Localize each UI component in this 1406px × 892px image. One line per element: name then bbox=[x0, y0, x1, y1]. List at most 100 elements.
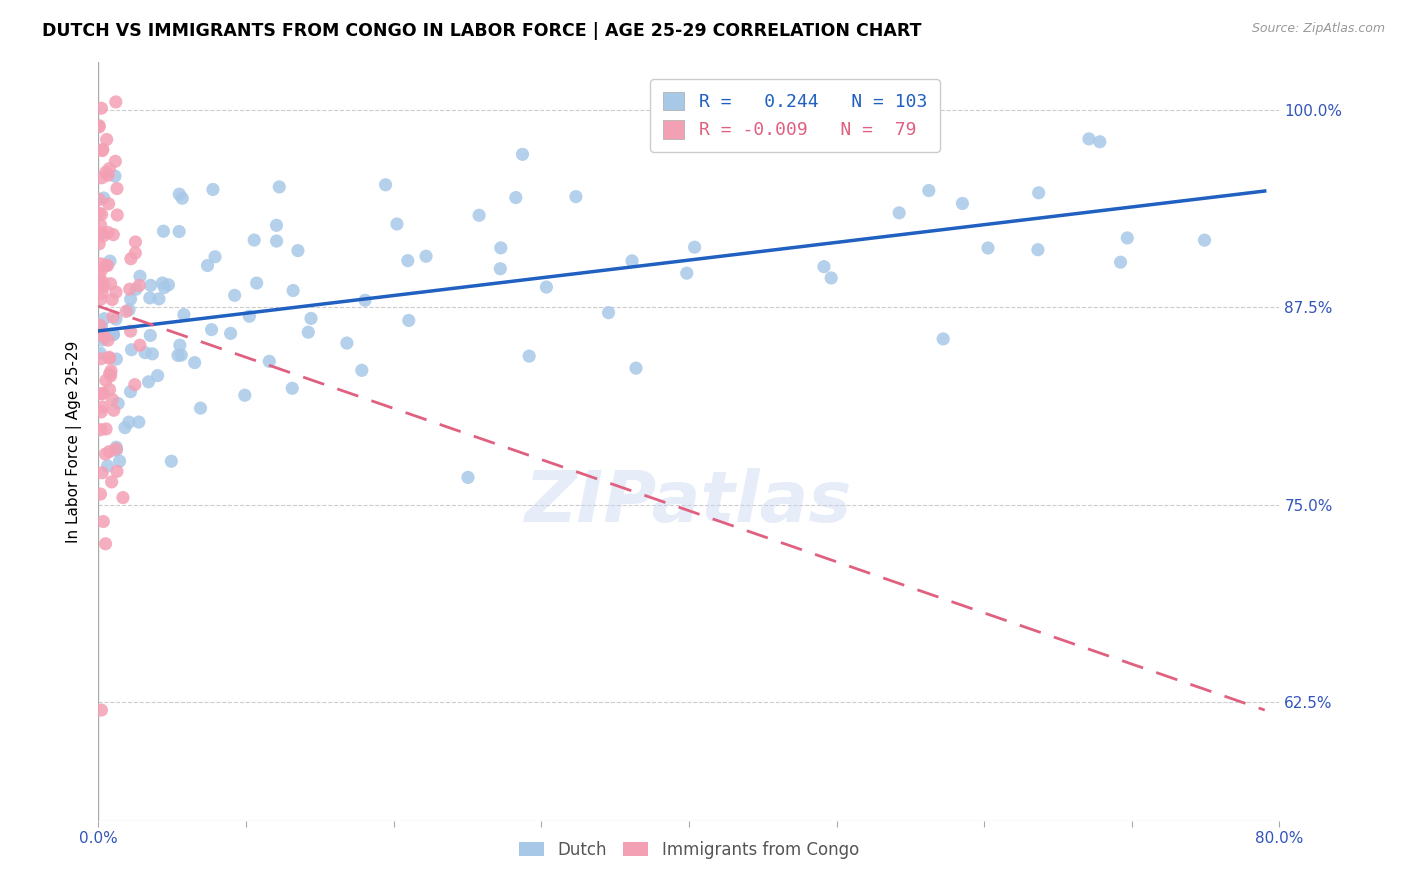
Point bbox=[114, 420, 136, 434]
Point bbox=[103, 403, 125, 417]
Point bbox=[190, 401, 212, 416]
Point bbox=[98, 161, 121, 176]
Point bbox=[93, 191, 115, 205]
Point bbox=[457, 470, 479, 484]
Point bbox=[105, 181, 128, 195]
Point bbox=[89, 236, 111, 251]
Point bbox=[238, 310, 260, 324]
Point bbox=[167, 225, 190, 239]
Point bbox=[98, 444, 121, 458]
Point bbox=[120, 292, 142, 306]
Point bbox=[204, 250, 226, 264]
Point bbox=[91, 275, 114, 289]
Point bbox=[100, 364, 122, 378]
Point bbox=[89, 346, 111, 360]
Point bbox=[104, 169, 127, 183]
Point bbox=[918, 184, 941, 198]
Point bbox=[90, 423, 112, 437]
Point bbox=[97, 168, 120, 182]
Point bbox=[889, 206, 911, 220]
Point bbox=[124, 235, 146, 249]
Point bbox=[1109, 255, 1132, 269]
Point bbox=[100, 475, 122, 489]
Point bbox=[91, 386, 114, 401]
Point bbox=[100, 277, 122, 291]
Point bbox=[128, 278, 150, 293]
Point bbox=[93, 279, 115, 293]
Point bbox=[89, 119, 111, 133]
Point bbox=[90, 101, 112, 115]
Point bbox=[94, 165, 117, 179]
Point bbox=[169, 187, 191, 202]
Point bbox=[201, 182, 224, 196]
Point bbox=[120, 384, 142, 399]
Point bbox=[297, 325, 319, 339]
Point bbox=[91, 515, 114, 529]
Point bbox=[94, 422, 117, 436]
Point bbox=[108, 454, 131, 468]
Point bbox=[89, 206, 111, 220]
Point bbox=[153, 280, 176, 294]
Point bbox=[98, 254, 121, 268]
Point bbox=[105, 208, 128, 222]
Point bbox=[103, 327, 125, 342]
Point bbox=[120, 324, 142, 338]
Point bbox=[101, 392, 124, 407]
Point bbox=[350, 363, 373, 377]
Point bbox=[134, 345, 156, 359]
Point bbox=[103, 227, 125, 242]
Point bbox=[118, 415, 141, 429]
Point bbox=[121, 343, 143, 357]
Point bbox=[91, 333, 114, 347]
Point bbox=[89, 278, 111, 293]
Point bbox=[266, 234, 288, 248]
Point bbox=[96, 458, 118, 473]
Point bbox=[200, 323, 222, 337]
Point bbox=[90, 226, 112, 240]
Point bbox=[281, 381, 304, 395]
Point bbox=[489, 261, 512, 276]
Point bbox=[398, 313, 420, 327]
Point bbox=[105, 443, 128, 458]
Point bbox=[90, 263, 112, 277]
Point bbox=[89, 277, 111, 291]
Point bbox=[124, 377, 146, 392]
Point bbox=[139, 328, 162, 343]
Point bbox=[354, 293, 377, 308]
Point bbox=[415, 249, 437, 263]
Point bbox=[105, 352, 128, 367]
Point bbox=[219, 326, 242, 341]
Point bbox=[93, 311, 115, 326]
Point bbox=[118, 282, 141, 296]
Point bbox=[90, 218, 112, 232]
Point bbox=[101, 293, 124, 307]
Point bbox=[105, 464, 128, 478]
Point bbox=[233, 388, 256, 402]
Point bbox=[105, 285, 128, 299]
Point bbox=[89, 487, 111, 501]
Point bbox=[90, 293, 112, 307]
Point bbox=[105, 440, 128, 454]
Point bbox=[120, 252, 142, 266]
Point bbox=[820, 271, 842, 285]
Point bbox=[94, 447, 117, 461]
Point bbox=[111, 491, 134, 505]
Point bbox=[565, 189, 588, 203]
Point bbox=[259, 354, 281, 368]
Point bbox=[96, 259, 118, 273]
Point bbox=[336, 336, 359, 351]
Point bbox=[1116, 231, 1139, 245]
Point bbox=[1028, 186, 1050, 200]
Point bbox=[93, 228, 115, 243]
Point bbox=[91, 142, 114, 156]
Point bbox=[104, 95, 127, 109]
Point bbox=[107, 396, 129, 410]
Point bbox=[90, 207, 112, 221]
Point bbox=[94, 537, 117, 551]
Point bbox=[93, 330, 115, 344]
Point bbox=[385, 217, 408, 231]
Point bbox=[89, 193, 111, 207]
Point bbox=[115, 304, 138, 318]
Point bbox=[94, 374, 117, 388]
Point bbox=[150, 276, 173, 290]
